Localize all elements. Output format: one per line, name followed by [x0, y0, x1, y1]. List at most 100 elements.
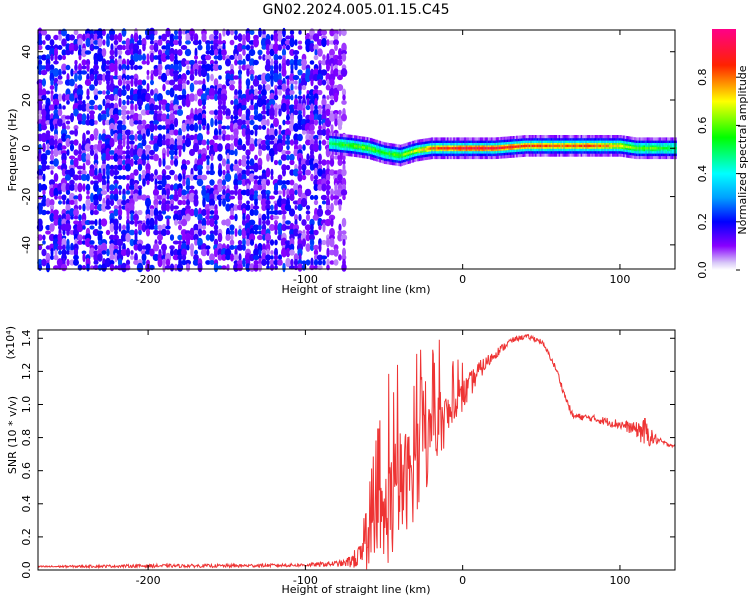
heatmap-ridge-cell: [631, 146, 633, 149]
heatmap-noise-cell: [125, 80, 131, 85]
heatmap-noise-cell: [230, 114, 234, 121]
heatmap-ridge-cell: [657, 147, 660, 150]
heatmap-noise-cell: [97, 90, 103, 95]
heatmap-noise-cell: [233, 138, 239, 147]
heatmap-noise-cell: [137, 209, 143, 216]
heatmap-noise-cell: [309, 98, 315, 107]
heatmap-noise-cell: [50, 78, 54, 87]
heatmap-noise-cell: [197, 98, 203, 107]
heatmap-noise-cell: [154, 169, 158, 176]
heatmap-noise-cell: [210, 63, 214, 72]
heatmap-noise-cell: [329, 28, 335, 37]
heatmap-ridge-cell: [667, 147, 669, 150]
heatmap-noise-cell: [256, 138, 264, 147]
heatmap-noise-cell: [284, 128, 292, 137]
heatmap-noise-cell: [37, 182, 43, 193]
heatmap-noise-cell: [342, 94, 346, 101]
heatmap-noise-cell: [285, 164, 291, 171]
heatmap-noise-cell: [85, 130, 91, 135]
heatmap-noise-cell: [241, 173, 247, 182]
heatmap-noise-cell: [169, 245, 175, 250]
heatmap-noise-cell: [182, 178, 186, 187]
heatmap-noise-cell: [173, 144, 179, 151]
heatmap-noise-cell: [230, 207, 234, 218]
heatmap-noise-cell: [246, 200, 250, 205]
heatmap-noise-cell: [133, 169, 139, 176]
heatmap-noise-cell: [42, 173, 46, 182]
heatmap-noise-cell: [242, 49, 246, 56]
heatmap-noise-cell: [233, 254, 239, 261]
heatmap-noise-cell: [212, 214, 220, 221]
heatmap-noise-cell: [269, 48, 275, 57]
heatmap-ridge-cell: [432, 147, 435, 150]
heatmap-noise-cell: [133, 64, 139, 71]
heatmap-noise-cell: [280, 37, 288, 48]
heatmap-noise-cell: [124, 129, 132, 136]
heatmap-noise-cell: [313, 85, 319, 90]
heatmap-noise-cell: [217, 104, 223, 111]
heatmap-noise-cell: [65, 64, 71, 71]
heatmap-noise-cell: [248, 88, 256, 97]
heatmap-noise-cell: [185, 199, 191, 206]
heatmap-noise-cell: [197, 228, 203, 237]
heatmap-noise-cell: [49, 138, 55, 147]
heatmap-noise-cell: [106, 182, 110, 193]
heatmap-noise-cell: [270, 65, 274, 70]
heatmap-ridge-cell: [376, 149, 378, 152]
heatmap-noise-cell: [184, 48, 192, 57]
heatmap-noise-cell: [41, 94, 47, 101]
heatmap-noise-cell: [160, 72, 168, 83]
heatmap-noise-cell: [253, 183, 259, 192]
heatmap-noise-cell: [74, 64, 78, 71]
heatmap-noise-cell: [301, 260, 307, 265]
heatmap-ridge-cell: [553, 144, 556, 148]
heatmap-noise-cell: [274, 128, 278, 137]
heatmap-ridge-cell: [583, 144, 586, 148]
heatmap-noise-cell: [266, 108, 270, 117]
heatmap-noise-cell: [289, 228, 295, 237]
heatmap-noise-cell: [205, 234, 211, 241]
heatmap-ridge-cell: [487, 147, 490, 150]
heatmap-noise-cell: [86, 263, 90, 272]
heatmap-noise-cell: [254, 128, 258, 137]
heatmap-noise-cell: [129, 202, 135, 213]
heatmap-noise-cell: [153, 207, 159, 218]
heatmap-noise-cell: [309, 130, 315, 135]
heatmap-noise-cell: [150, 79, 154, 86]
heatmap-noise-cell: [218, 123, 222, 132]
heatmap-noise-cell: [97, 113, 103, 122]
heatmap-noise-cell: [284, 140, 292, 145]
heatmap-noise-cell: [108, 150, 116, 155]
heatmap-noise-cell: [134, 210, 138, 215]
heatmap-ridge-cell: [524, 144, 526, 148]
heatmap-noise-cell: [293, 123, 299, 132]
heatmap-noise-cell: [141, 138, 147, 147]
heatmap-noise-cell: [64, 115, 72, 120]
heatmap-noise-cell: [314, 49, 318, 56]
heatmap-noise-cell: [197, 237, 203, 248]
heatmap-noise-cell: [53, 34, 59, 41]
heatmap-ridge-cell: [412, 150, 415, 153]
heatmap-noise-cell: [93, 253, 99, 262]
heatmap-noise-cell: [85, 198, 91, 207]
heatmap-ridge-cell: [357, 145, 360, 148]
heatmap-ridge-cell: [547, 144, 550, 148]
heatmap-noise-cell: [58, 200, 62, 205]
heatmap-noise-cell: [49, 213, 55, 222]
heatmap-noise-cell: [257, 184, 263, 191]
heatmap-noise-cell: [101, 203, 107, 212]
heatmap-ridge-cell: [420, 148, 422, 152]
heatmap-ridge-cell: [332, 142, 334, 145]
heatmap-noise-cell: [241, 143, 247, 152]
heatmap-noise-cell: [108, 93, 116, 102]
heatmap-noise-cell: [321, 37, 327, 48]
heatmap-noise-cell: [162, 262, 166, 273]
heatmap-noise-cell: [237, 263, 243, 272]
snr-y-ticks: 0.00.20.40.60.81.01.21.4: [20, 330, 675, 579]
heatmap-noise-cell: [129, 220, 135, 225]
heatmap-noise-cell: [93, 33, 99, 42]
heatmap-ridge-cell: [635, 147, 638, 150]
heatmap-noise-cell: [305, 72, 311, 83]
heatmap-noise-cell: [305, 259, 311, 266]
heatmap-ridge-cell: [654, 147, 657, 150]
